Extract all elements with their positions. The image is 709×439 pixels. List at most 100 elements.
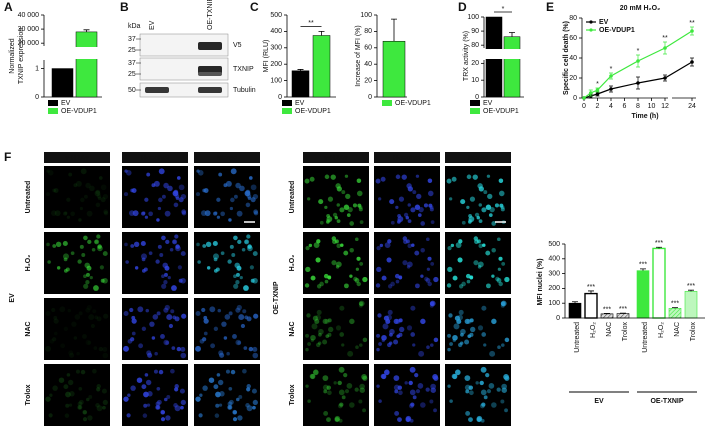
nucleus <box>307 197 311 201</box>
nucleus <box>213 384 219 390</box>
nucleus <box>346 383 353 389</box>
nucleus <box>92 368 97 374</box>
nucleus <box>324 279 329 284</box>
point <box>690 29 694 33</box>
nucleus <box>305 266 311 273</box>
nucleus <box>80 168 87 175</box>
error-bar <box>83 29 90 32</box>
nucleus <box>196 169 200 173</box>
nucleus <box>88 395 93 399</box>
error-bar <box>572 301 578 304</box>
micrograph-bg <box>44 232 110 294</box>
nucleus <box>358 303 363 308</box>
nucleus <box>161 283 167 289</box>
nucleus <box>389 199 395 205</box>
nucleus <box>78 399 84 405</box>
nucleus <box>398 196 405 202</box>
nucleus <box>158 369 164 375</box>
nucleus <box>427 178 433 184</box>
nucleus <box>250 278 255 283</box>
nucleus <box>130 337 135 342</box>
nucleus <box>212 253 219 260</box>
nucleus <box>375 178 381 184</box>
nucleus <box>68 403 73 407</box>
y-tick-label: 100 <box>270 77 282 84</box>
nucleus <box>398 390 403 396</box>
nucleus <box>103 313 109 319</box>
nucleus <box>201 210 207 216</box>
nucleus <box>155 259 160 264</box>
legend-label: EV <box>61 100 71 107</box>
micrograph <box>122 298 188 360</box>
nucleus <box>323 273 329 279</box>
nucleus <box>164 304 170 311</box>
point <box>690 60 694 64</box>
nucleus <box>310 275 316 281</box>
y-axis-label: TXNIP expression <box>18 28 25 84</box>
x-tick-label: H₂O₂ <box>590 322 597 338</box>
column-header-bg <box>303 152 369 163</box>
nucleus <box>133 241 140 248</box>
y-tick-label: 10 <box>471 77 479 84</box>
nucleus <box>252 193 259 200</box>
nucleus <box>241 247 246 252</box>
micrograph <box>122 364 188 426</box>
nucleus <box>361 374 367 380</box>
nucleus <box>466 279 471 284</box>
nucleus <box>217 379 224 386</box>
nucleus <box>415 389 421 394</box>
nucleus <box>246 193 252 199</box>
nucleus <box>83 235 88 241</box>
nucleus <box>469 318 474 323</box>
legend-label: EV <box>295 100 305 107</box>
nucleus <box>95 403 100 408</box>
nucleus <box>249 265 254 270</box>
nucleus <box>477 325 484 331</box>
nucleus <box>130 244 135 248</box>
nucleus <box>143 403 148 408</box>
nucleus <box>45 345 51 352</box>
nucleus <box>359 387 366 393</box>
nucleus <box>319 220 324 225</box>
nucleus <box>399 326 405 333</box>
nucleus <box>96 193 102 199</box>
nucleus <box>247 244 252 249</box>
nucleus <box>315 314 321 321</box>
nucleus <box>446 283 452 288</box>
nucleus <box>395 205 399 210</box>
micrograph-bg <box>194 364 260 426</box>
nucleus <box>94 315 99 320</box>
nucleus <box>398 318 403 323</box>
nucleus <box>397 220 401 224</box>
nucleus <box>227 259 232 264</box>
error-bar <box>391 18 397 42</box>
nucleus <box>45 311 51 317</box>
nucleus <box>138 343 144 349</box>
nucleus <box>53 188 59 193</box>
nucleus <box>228 405 232 410</box>
nucleus <box>225 369 230 374</box>
nucleus <box>384 242 391 249</box>
nucleus <box>73 336 78 340</box>
nucleus <box>425 237 430 242</box>
nucleus <box>359 220 364 225</box>
nucleus <box>480 366 487 373</box>
nucleus <box>455 369 461 376</box>
nucleus <box>215 267 220 272</box>
nucleus <box>134 266 139 270</box>
nucleus <box>181 313 187 319</box>
nucleus <box>215 391 221 398</box>
nucleus <box>356 281 361 287</box>
nucleus <box>304 178 310 184</box>
nucleus <box>404 381 408 385</box>
nucleus <box>485 283 491 289</box>
nucleus <box>164 397 168 402</box>
nucleus <box>398 332 403 337</box>
nucleus <box>486 174 491 178</box>
nucleus <box>344 174 349 178</box>
nucleus <box>498 281 503 287</box>
micrograph <box>122 166 188 228</box>
nucleus <box>432 374 438 380</box>
nucleus <box>246 405 253 412</box>
nucleus <box>73 183 78 188</box>
